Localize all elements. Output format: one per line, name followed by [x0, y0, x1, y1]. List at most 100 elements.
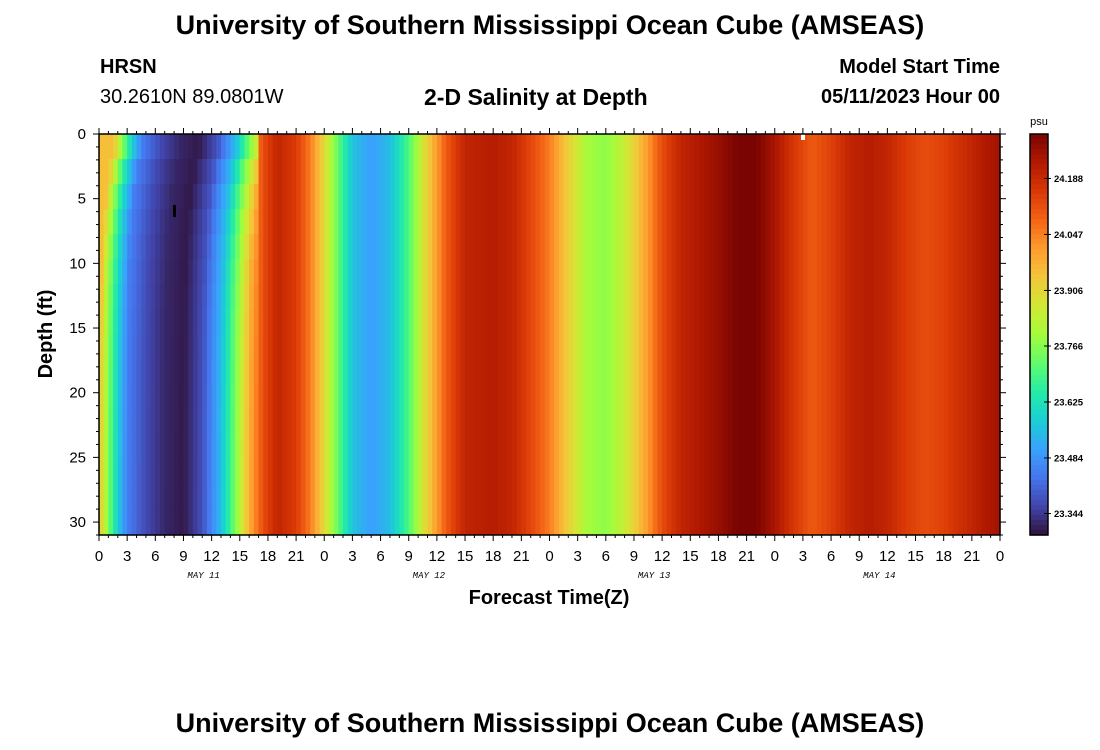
heatmap-cell — [141, 259, 147, 285]
heatmap-cell — [127, 484, 133, 511]
heatmap-cell — [235, 184, 241, 210]
heatmap-cell — [113, 284, 119, 311]
x-tick-label: 0 — [771, 548, 779, 565]
heatmap-cell — [136, 334, 142, 361]
heatmap-cell — [127, 284, 133, 311]
heatmap-cell — [211, 509, 217, 536]
heatmap-cell — [225, 509, 231, 536]
heatmap-cell — [103, 309, 109, 336]
heatmap-cell — [164, 409, 170, 436]
heatmap-cell — [821, 134, 827, 535]
heatmap-cell — [99, 159, 105, 185]
x-tick-label: 12 — [429, 548, 446, 565]
colorbar-swatch — [1030, 509, 1048, 516]
heatmap-cell — [150, 209, 156, 235]
heatmap-cell — [99, 484, 105, 511]
heatmap-cell — [145, 209, 152, 235]
heatmap-cell — [230, 159, 236, 185]
colorbar-swatch — [1030, 359, 1048, 366]
heatmap-cell — [197, 409, 203, 436]
colorbar-swatch — [1030, 489, 1048, 496]
colorbar-swatch — [1030, 174, 1048, 180]
heatmap-cell — [206, 459, 213, 486]
heatmap-cell — [244, 484, 250, 511]
colorbar-swatch — [1030, 504, 1048, 511]
heatmap-cell — [239, 334, 246, 361]
heatmap-cell — [150, 234, 156, 260]
heatmap-cell — [145, 484, 152, 511]
heatmap-cell — [113, 184, 119, 210]
heatmap-cell — [145, 159, 152, 185]
heatmap-cell — [338, 134, 344, 535]
colorbar-swatch — [1030, 444, 1048, 451]
heatmap-cell — [221, 209, 227, 235]
heatmap-cell — [221, 434, 227, 461]
y-tick-label: 5 — [78, 191, 86, 208]
heatmap-cell — [122, 484, 128, 511]
x-tick-label: 6 — [602, 548, 610, 565]
heatmap-cell — [530, 134, 537, 535]
heatmap-cell — [572, 134, 579, 535]
heatmap-cell — [141, 234, 147, 260]
heatmap-cell — [160, 484, 166, 511]
heatmap-cell — [164, 234, 170, 260]
heatmap-cell — [211, 234, 217, 260]
heatmap-cell — [361, 134, 368, 535]
colorbar-swatch — [1030, 454, 1048, 461]
heatmap-cell — [174, 234, 180, 260]
heatmap-cell — [145, 184, 152, 210]
heatmap-cell — [225, 284, 231, 311]
colorbar-swatch — [1030, 219, 1048, 225]
heatmap-cell — [108, 409, 114, 436]
heatmap-cell — [197, 484, 203, 511]
heatmap-cell — [169, 134, 175, 160]
x-tick-label: 9 — [405, 548, 413, 565]
heatmap-cell — [113, 484, 119, 511]
heatmap-cell — [103, 484, 109, 511]
heatmap-cell — [671, 134, 677, 535]
heatmap-cell — [117, 359, 124, 386]
heatmap-cell — [915, 134, 921, 535]
heatmap-cell — [141, 434, 147, 461]
heatmap-cell — [216, 134, 222, 160]
heatmap-cell — [446, 134, 452, 535]
heatmap-cell — [131, 359, 138, 386]
heatmap-cell — [249, 134, 255, 160]
model-start-label: Model Start Time — [839, 56, 1000, 78]
heatmap-cell — [160, 334, 166, 361]
heatmap-cell — [225, 459, 231, 486]
heatmap-cell — [155, 409, 161, 436]
heatmap-cell — [502, 134, 508, 535]
heatmap-cell — [174, 184, 180, 210]
heatmap-cell — [127, 384, 133, 411]
heatmap-cell — [131, 134, 138, 160]
heatmap-cell — [920, 134, 926, 535]
x-tick-label: 6 — [151, 548, 159, 565]
heatmap-cell — [357, 134, 363, 535]
heatmap-cell — [206, 184, 213, 210]
heatmap-cell — [235, 359, 241, 386]
colorbar-swatch — [1030, 439, 1048, 446]
heatmap-cell — [99, 334, 105, 361]
heatmap-cell — [178, 484, 185, 511]
heatmap-cell — [249, 234, 255, 260]
heatmap-cell — [239, 409, 246, 436]
heatmap-cell — [230, 484, 236, 511]
heatmap-cell — [141, 459, 147, 486]
heatmap-cell — [657, 134, 663, 535]
heatmap-cell — [117, 434, 124, 461]
heatmap-cell — [896, 134, 903, 535]
heatmap-cell — [131, 184, 138, 210]
heatmap-cell — [211, 409, 217, 436]
heatmap-cell — [352, 134, 358, 535]
colorbar-swatch — [1030, 259, 1048, 265]
heatmap-cell — [164, 484, 170, 511]
heatmap-cell — [244, 434, 250, 461]
colorbar-swatch — [1030, 199, 1048, 205]
heatmap-cell — [178, 334, 185, 361]
heatmap-cell — [305, 134, 311, 535]
heatmap-cell — [192, 359, 199, 386]
heatmap-cell — [188, 159, 194, 185]
heatmap-cell — [239, 209, 246, 235]
heatmap-cell — [197, 184, 203, 210]
